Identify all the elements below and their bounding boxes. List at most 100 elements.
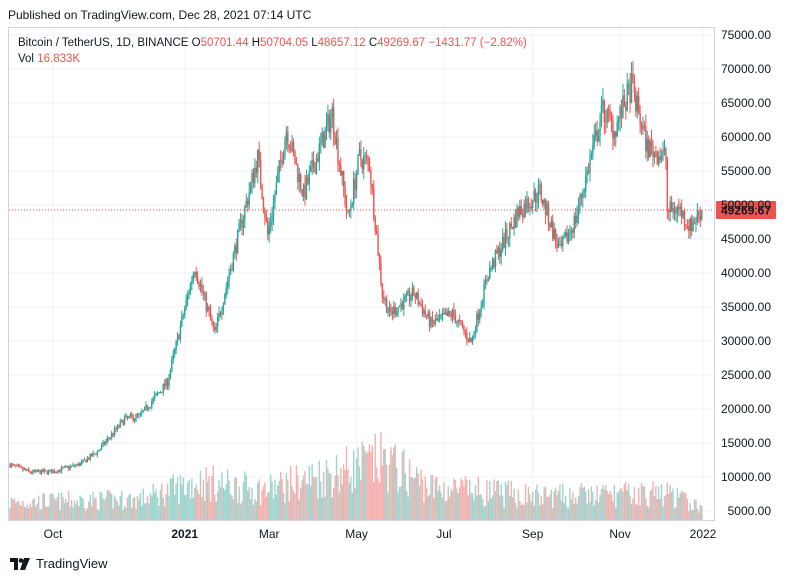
volume-bar — [553, 491, 555, 520]
candle-body — [153, 395, 156, 398]
candle-body — [381, 283, 384, 297]
candle-body — [125, 415, 127, 418]
volume-bar — [448, 496, 451, 520]
candle-body — [19, 466, 21, 468]
candle-body — [60, 467, 63, 472]
candle-body — [65, 466, 67, 468]
volume-bar — [314, 477, 316, 520]
volume-bar — [463, 486, 465, 520]
candle-body — [36, 470, 38, 472]
candle-body — [408, 291, 411, 301]
volume-bar — [106, 490, 109, 520]
volume-bar — [368, 443, 371, 520]
candle-body — [294, 151, 296, 165]
volume-bar — [110, 494, 113, 520]
volume-bar — [85, 510, 87, 520]
candle-body — [272, 201, 275, 217]
volume-bar — [305, 484, 308, 520]
grid-lines — [9, 28, 714, 520]
volume-bar — [96, 509, 99, 520]
candle-body — [615, 131, 617, 137]
candle-body — [39, 470, 41, 474]
candle-body — [202, 290, 205, 294]
candle-body — [501, 236, 504, 250]
candle-body — [131, 414, 133, 417]
volume-bar — [173, 494, 176, 520]
volume-bar — [281, 478, 283, 520]
close-value: 49269.67 — [377, 37, 426, 49]
candle-body — [42, 469, 44, 473]
candle-body — [204, 293, 206, 295]
volume-bar — [179, 475, 182, 520]
candle-body — [142, 410, 144, 413]
candle-body — [98, 450, 100, 452]
candle-body — [404, 295, 406, 297]
candle-body — [450, 313, 452, 317]
volume-bar — [254, 498, 256, 520]
candle-body — [201, 283, 203, 291]
volume-bar — [216, 491, 219, 520]
candle-body — [145, 405, 147, 407]
candle-body — [149, 407, 152, 409]
volume-bar — [129, 493, 131, 520]
volume-bar — [544, 486, 547, 520]
candle-body — [448, 310, 451, 314]
y-tick-label: 55000.00 — [721, 164, 771, 178]
candle-body — [632, 73, 634, 83]
candle-body — [355, 173, 358, 190]
candle-body — [118, 425, 120, 427]
candle-body — [314, 168, 316, 174]
volume-bar — [474, 484, 477, 520]
volume-bar — [56, 497, 58, 520]
candle-body — [643, 126, 646, 128]
candle-body — [156, 392, 159, 394]
volume-bar — [86, 508, 89, 520]
candle-body — [444, 312, 447, 315]
volume-bar — [9, 507, 11, 520]
candle-body — [530, 206, 532, 209]
volume-bar — [228, 480, 230, 520]
candle-body — [148, 408, 150, 410]
volume-bar — [318, 460, 321, 520]
volume-bars — [9, 431, 703, 520]
candle-body — [679, 207, 681, 209]
candle-body — [586, 170, 588, 177]
candle-body — [155, 393, 157, 396]
candle-body — [136, 414, 139, 416]
published-caption: Published on TradingView.com, Dec 28, 20… — [8, 8, 312, 22]
volume-bar — [408, 459, 411, 520]
volume-bar — [613, 484, 616, 520]
last-price-line: 49269.67 — [9, 200, 776, 219]
candle-body — [692, 222, 694, 232]
candle-body — [391, 311, 394, 314]
chart-frame — [8, 27, 715, 521]
candle-body — [277, 172, 279, 183]
candle-body — [25, 469, 27, 471]
candle-body — [629, 83, 631, 103]
volume-bar — [222, 487, 225, 520]
volume-bar — [12, 499, 14, 520]
candle-body — [135, 414, 137, 419]
volume-bar — [559, 484, 561, 520]
x-tick-label: May — [345, 527, 368, 541]
candle-body — [194, 271, 196, 275]
tradingview-logo[interactable]: TradingView — [10, 556, 108, 571]
volume-bar — [267, 492, 269, 520]
volume-bar — [451, 490, 454, 520]
volume-bar — [385, 464, 388, 520]
volume-bar — [269, 474, 272, 520]
volume-bar — [491, 495, 494, 520]
volume-bar — [47, 506, 50, 520]
symbol-label[interactable]: Bitcoin / TetherUS, 1D, BINANCE — [18, 37, 189, 49]
candle-body — [121, 419, 123, 422]
volume-bar — [446, 500, 448, 520]
candle-body — [375, 230, 378, 235]
volume-bar — [673, 508, 676, 520]
volume-bar — [113, 495, 116, 520]
volume-bar — [625, 481, 627, 520]
y-tick-label: 30000.00 — [721, 334, 771, 348]
volume-bar — [521, 503, 524, 520]
volume-bar — [351, 492, 353, 520]
candle-body — [92, 453, 94, 457]
